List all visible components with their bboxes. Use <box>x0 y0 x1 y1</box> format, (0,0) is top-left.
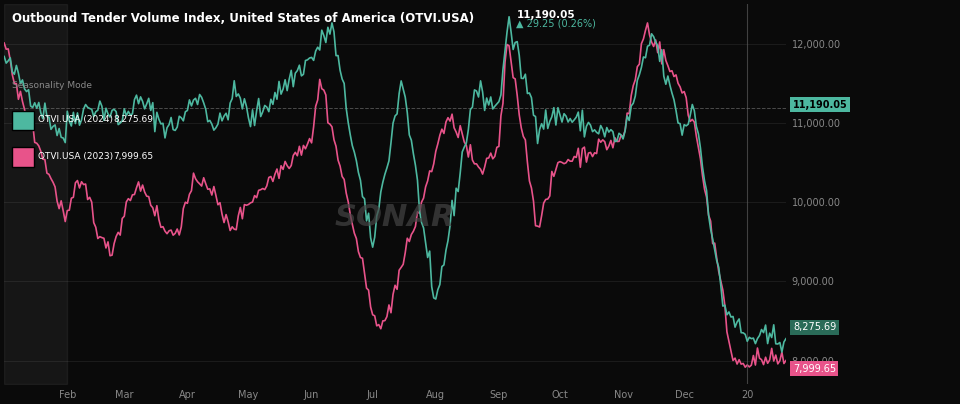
Text: 8,275.69: 8,275.69 <box>793 322 836 332</box>
Text: OTVI.USA (2024): OTVI.USA (2024) <box>38 115 113 124</box>
Text: 8,275.69: 8,275.69 <box>113 115 154 124</box>
Text: 11,190.05: 11,190.05 <box>793 100 848 110</box>
Text: ▲ 29.25 (0.26%): ▲ 29.25 (0.26%) <box>516 18 596 28</box>
Text: 7,999.65: 7,999.65 <box>113 152 154 160</box>
Text: SONAR: SONAR <box>335 202 455 231</box>
Text: Outbound Tender Volume Index, United States of America (OTVI.USA): Outbound Tender Volume Index, United Sta… <box>12 12 473 25</box>
Text: 11,190.05: 11,190.05 <box>516 10 575 20</box>
Text: OTVI.USA (2023): OTVI.USA (2023) <box>38 152 113 160</box>
Text: Seasonality Mode: Seasonality Mode <box>12 81 91 90</box>
Text: 7,999.65: 7,999.65 <box>793 364 836 374</box>
